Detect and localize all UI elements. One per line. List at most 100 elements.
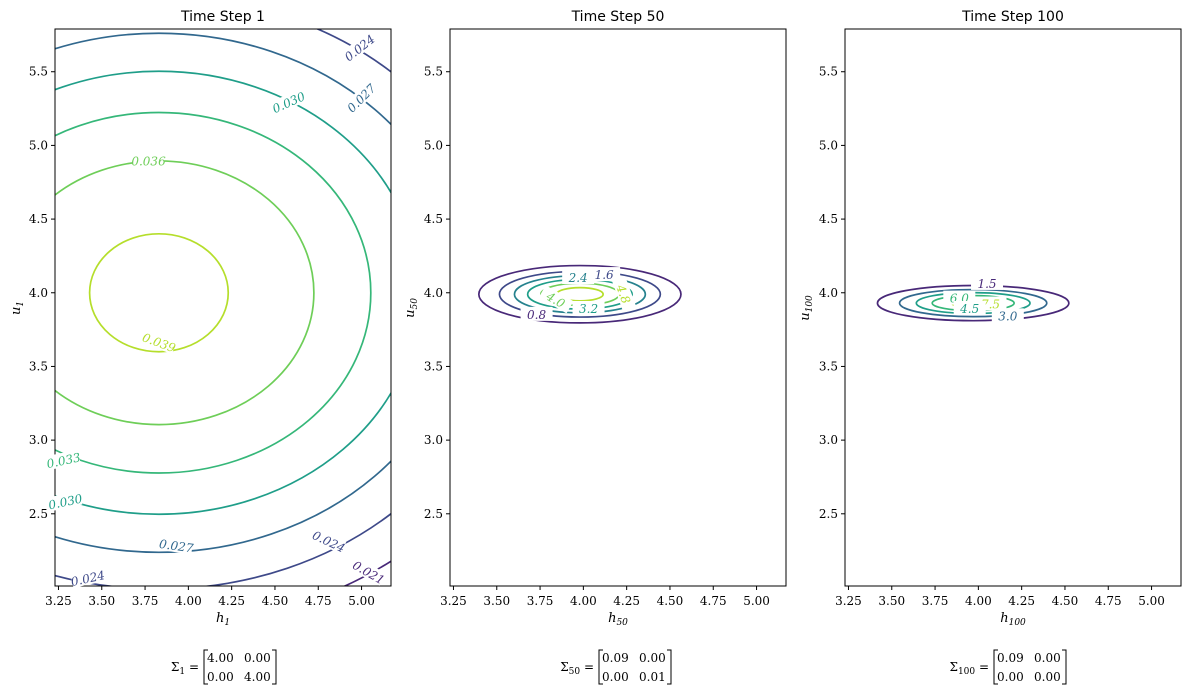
x-tick-label: 4.50	[1052, 594, 1079, 608]
matrix-cell: 0.00	[244, 651, 271, 665]
panel-time-step-50: Time Step 50 3.25 3.50 3.75 4.00 4.25 4.50 4.7…	[403, 9, 787, 685]
y-tick-label: 3.5	[424, 359, 443, 373]
sigma-symbol: Σ50 =	[560, 660, 594, 677]
panel-1-title: Time Step 1	[180, 9, 265, 25]
contour-level-0_033	[55, 111, 372, 474]
y-tick-label: 2.5	[819, 507, 838, 521]
panel-3-covariance-label: Σ100 = 0.09 0.00 0.00 0.00	[949, 649, 1067, 685]
contour-label: 0.030	[270, 89, 307, 116]
panel-3-x-axis: 3.25 3.50 3.75 4.00 4.25 4.50 4.75 5.00	[835, 586, 1165, 608]
y-tick-label: 4.0	[29, 286, 48, 300]
y-tick-label: 3.0	[29, 433, 48, 447]
y-tick-label: 2.5	[29, 507, 48, 521]
contour-label-bg	[311, 527, 347, 554]
matrix-cell: 0.00	[1034, 651, 1061, 665]
contour-label: 4.8	[613, 282, 633, 306]
matrix-cell: 0.01	[639, 670, 666, 684]
x-tick-label: 3.50	[483, 594, 510, 608]
x-tick-label: 3.50	[88, 594, 115, 608]
x-tick-label: 3.25	[45, 594, 72, 608]
matrix-cell: 0.09	[602, 651, 629, 665]
x-tick-label: 4.25	[613, 594, 640, 608]
sigma-symbol: Σ1 =	[171, 660, 199, 677]
matrix-cell: 0.00	[1034, 670, 1061, 684]
contour-label: 1.6	[595, 268, 614, 282]
x-tick-label: 5.00	[348, 594, 375, 608]
contour-label: 7.5	[981, 298, 1000, 312]
contour-label: 2.4	[568, 271, 588, 285]
contour-label-bg	[159, 536, 194, 555]
contour-label-bg	[344, 81, 378, 114]
y-tick-label: 5.0	[29, 138, 48, 152]
sigma-symbol: Σ100 =	[949, 660, 989, 677]
y-tick-label: 5.5	[424, 65, 443, 79]
y-tick-label: 4.5	[819, 212, 838, 226]
y-tick-label: 4.0	[424, 286, 443, 300]
contour-label-bg	[132, 153, 165, 168]
panel-1-contours	[55, 29, 391, 586]
x-tick-label: 4.00	[965, 594, 992, 608]
contour-label-bg	[46, 449, 81, 470]
contour-label-bg	[520, 306, 553, 321]
contour-label: 0.036	[131, 155, 166, 169]
panel-2-title: Time Step 50	[571, 9, 665, 25]
contour-level-0_027	[55, 32, 391, 554]
matrix-cell: 0.00	[207, 670, 234, 684]
y-tick-label: 3.5	[29, 359, 48, 373]
contour-label: 0.8	[527, 308, 546, 322]
matrix-cell: 0.00	[997, 670, 1024, 684]
contour-label-bg	[562, 270, 595, 285]
panel-3-frame	[844, 28, 1182, 587]
x-tick-label: 4.00	[175, 594, 202, 608]
panel-3-y-label: u100	[798, 295, 815, 321]
panel-1-covariance-label: Σ1 = 4.00 0.00 0.00 4.00	[171, 649, 277, 685]
panel-2-x-axis: 3.25 3.50 3.75 4.00 4.25 4.50 4.75 5.00	[440, 586, 770, 608]
x-tick-label: 4.75	[1095, 594, 1122, 608]
y-tick-label: 4.5	[29, 212, 48, 226]
contour-label: 3.0	[998, 309, 1017, 323]
y-tick-label: 5.0	[424, 138, 443, 152]
panel-time-step-100: Time Step 100 3.25 3.50 3.75 4.00 4.25 4.50 4.…	[798, 9, 1182, 685]
contour-label: 0.021	[350, 558, 387, 587]
y-tick-label: 4.0	[819, 286, 838, 300]
contour-label-bg	[141, 329, 177, 354]
matrix-cell: 4.00	[207, 651, 234, 665]
y-tick-label: 5.5	[29, 65, 48, 79]
contour-label-bg	[538, 285, 574, 314]
y-tick-label: 3.0	[819, 433, 838, 447]
panel-2-y-axis: 2.5 3.0 3.5 4.0 4.5 5.0 5.5	[424, 65, 450, 521]
contour-label-bg	[48, 490, 83, 512]
panel-2-contour-labels: 1.62.40.8 3.24.0 4.8	[520, 267, 637, 322]
panel-2-y-label: u50	[403, 298, 420, 318]
x-tick-label: 4.25	[218, 594, 245, 608]
panel-1-contour-labels: 0.0240.0240.0270.0300.0360.0390.0330.030…	[45, 32, 387, 589]
x-tick-label: 4.75	[700, 594, 727, 608]
y-tick-label: 3.5	[819, 359, 838, 373]
contour-level-0_03	[55, 70, 391, 516]
matrix-left-bracket	[203, 649, 208, 685]
x-tick-label: 3.25	[440, 594, 467, 608]
contour-label-bg	[70, 567, 105, 588]
panel-1-x-axis: 3.25 3.50 3.75 4.00 4.25 4.50 4.75 5.00	[45, 586, 375, 608]
contour-label-bg	[351, 557, 387, 586]
matrix-cell: 4.00	[244, 670, 271, 684]
panel-3-x-label: h100	[1000, 611, 1026, 628]
panel-1-x-label: h1	[216, 611, 230, 628]
matrix-right-bracket	[667, 649, 672, 685]
contour-level-0_8	[477, 264, 682, 324]
contour-label: 0.024	[70, 568, 107, 589]
contour-level-0_036	[55, 160, 315, 426]
contour-label: 3.2	[579, 302, 598, 316]
matrix-right-bracket	[1062, 649, 1067, 685]
x-tick-label: 4.00	[570, 594, 597, 608]
y-tick-label: 2.5	[424, 507, 443, 521]
x-tick-label: 4.50	[657, 594, 684, 608]
x-tick-label: 5.00	[1138, 594, 1165, 608]
x-tick-label: 3.75	[922, 594, 949, 608]
matrix-cell: 0.00	[639, 651, 666, 665]
contour-label-bg	[612, 276, 637, 312]
contour-level-0_039	[88, 232, 230, 353]
matrix-cell: 0.09	[997, 651, 1024, 665]
x-tick-label: 4.50	[262, 594, 289, 608]
